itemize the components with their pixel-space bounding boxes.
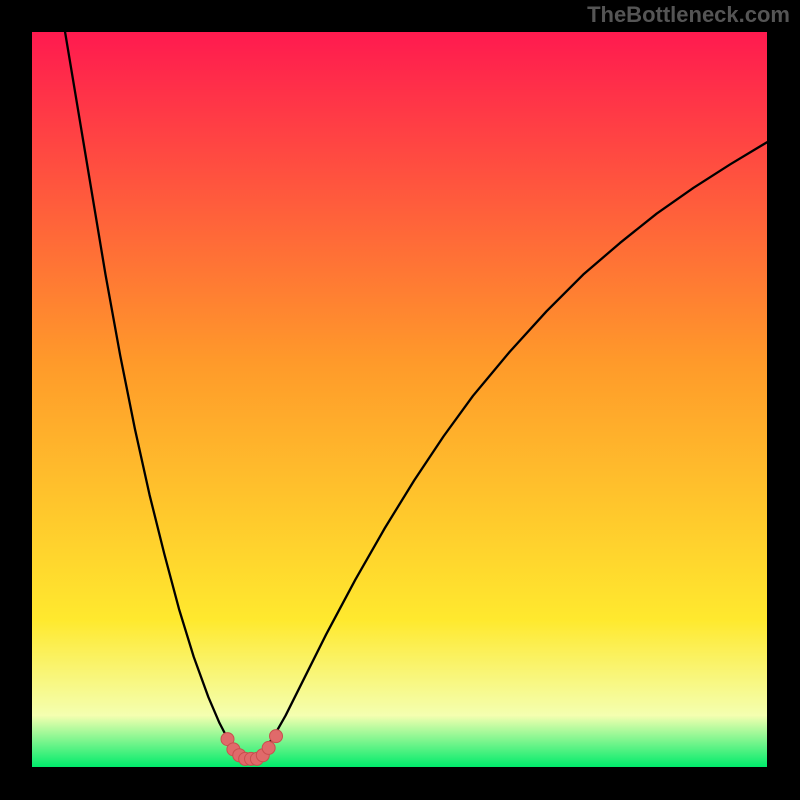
plot-svg: [32, 32, 767, 767]
watermark-text: TheBottleneck.com: [587, 2, 790, 28]
plot-area: [32, 32, 767, 767]
chart-frame: TheBottleneck.com: [0, 0, 800, 800]
highlight-marker: [270, 730, 283, 743]
highlight-marker: [262, 741, 275, 754]
bottleneck-curve: [65, 32, 767, 760]
